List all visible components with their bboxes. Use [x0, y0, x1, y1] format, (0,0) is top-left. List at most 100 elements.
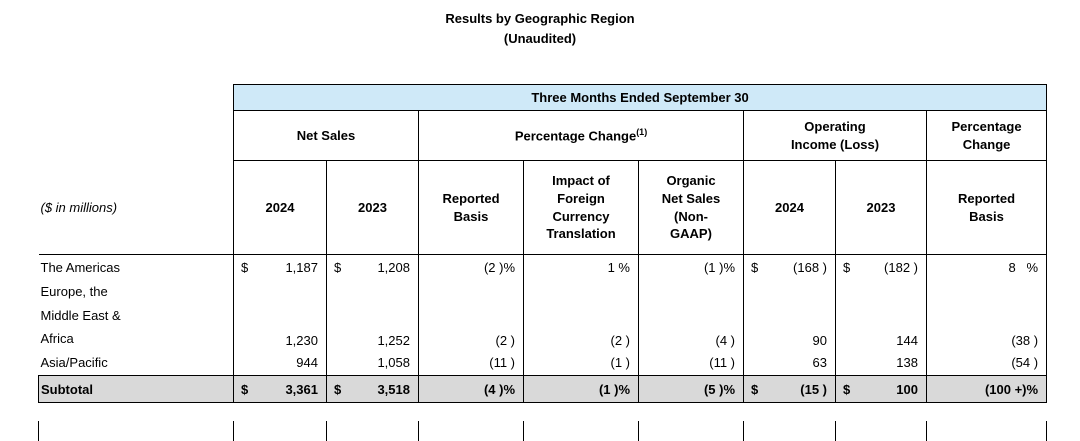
data-cell: 1,230 — [233, 279, 327, 351]
cell-value: 138 — [896, 355, 918, 371]
partial-row-cell — [523, 420, 639, 441]
data-cell: 90 — [743, 279, 836, 351]
data-cell: (2 )% — [418, 254, 524, 280]
cell-value: 1,058 — [377, 355, 410, 371]
partial-row-cell — [638, 420, 744, 441]
col-operating-income-2023: 2023 — [835, 160, 927, 255]
spacer-row — [39, 403, 1047, 421]
currency-symbol: $ — [751, 381, 759, 397]
col-reported-basis-label: Reported Basis — [442, 190, 500, 224]
subtotal-cell: $100 — [835, 375, 927, 403]
group-net-sales: Net Sales — [233, 110, 419, 161]
currency-symbol: $ — [843, 259, 851, 275]
partial-next-row — [38, 420, 1048, 441]
currency-symbol: $ — [334, 381, 342, 397]
currency-symbol: $ — [751, 259, 759, 275]
cell-value: (1 )% — [703, 259, 735, 275]
footnote-1-reference: (1) — [636, 127, 648, 138]
cell-value: (2 ) — [610, 332, 631, 348]
col-net-sales-2023: 2023 — [326, 160, 419, 255]
data-cell: 63 — [743, 350, 836, 376]
currency-symbol: $ — [843, 381, 851, 397]
col-net-sales-2024: 2024 — [233, 160, 327, 255]
table-title: Results by Geographic Region (Unaudited) — [0, 0, 1080, 48]
partial-row-cell — [835, 420, 927, 441]
partial-row-cell — [925, 420, 1048, 441]
cell-value: 8 % — [1008, 259, 1039, 275]
table-row-americas: The Americas $1,187 $1,208 (2 )% 1 % (1 … — [39, 254, 1048, 280]
subtotal-cell: $3,361 — [233, 375, 327, 403]
data-cell: (54 ) — [925, 350, 1048, 376]
subtotal-cell: (5 )% — [638, 375, 744, 403]
col-fx-impact-label: Impact of Foreign Currency Translation — [546, 173, 616, 242]
group-net-sales-label: Net Sales — [296, 127, 356, 143]
data-cell: 944 — [233, 350, 327, 376]
data-cell: (11 ) — [418, 350, 524, 376]
cell-value: (11 ) — [709, 355, 735, 371]
cell-value: 1,252 — [377, 332, 410, 348]
title-line-1: Results by Geographic Region — [445, 11, 635, 26]
row-label-text: The Americas — [40, 259, 120, 275]
row-label-text: Africa — [40, 331, 74, 346]
data-cell: (38 ) — [925, 279, 1048, 351]
cell-value: (1 )% — [598, 381, 630, 397]
cell-value: 1,208 — [377, 259, 410, 275]
data-cell: 1 % — [523, 254, 639, 280]
data-cell: $1,187 — [233, 254, 327, 280]
subtotal-cell: $ (15 ) — [743, 375, 836, 403]
row-label-text: Middle East & — [40, 307, 121, 323]
cell-value: (5 )% — [703, 381, 735, 397]
group-percentage-change-label: Percentage Change — [514, 128, 637, 144]
row-label-text: Asia/Pacific — [40, 355, 108, 371]
col-organic-net-sales-label: Organic Net Sales (Non-GAAP) — [661, 173, 721, 242]
cell-value: 100 — [896, 381, 918, 397]
cell-value: 144 — [896, 332, 918, 348]
data-cell: $ (182 ) — [835, 254, 927, 280]
partial-row-cell — [418, 420, 524, 441]
cell-value: 944 — [296, 355, 318, 371]
cell-value: 90 — [812, 332, 827, 348]
cell-value: 1,187 — [285, 259, 318, 275]
column-header-row: ($ in millions) 2024 2023 Reported Basis… — [38, 160, 1048, 255]
cell-value: (11 ) — [489, 355, 515, 371]
cell-value: (38 ) — [1011, 332, 1039, 348]
currency-symbol: $ — [334, 259, 342, 275]
geographic-results-table: Three Months Ended September 30 Net Sale… — [38, 84, 1048, 441]
cell-value: (4 ) — [715, 332, 736, 348]
table-row-emea: Europe, the Middle East & Africa 1,230 1… — [39, 279, 1048, 351]
cell-value: (1 ) — [610, 355, 631, 371]
col-reported-basis-2-label: Reported Basis — [958, 190, 1016, 224]
table-row-subtotal: Subtotal $3,361 $3,518 (4 )% (1 )% (5 )%… — [38, 375, 1048, 403]
period-header-row: Three Months Ended September 30 — [39, 84, 1048, 111]
data-cell: (2 ) — [418, 279, 524, 351]
row-label: Europe, the Middle East & Africa — [39, 280, 234, 351]
partial-row-cell — [326, 420, 419, 441]
col-operating-income-2024: 2024 — [743, 160, 836, 255]
col-reported-basis: Reported Basis — [418, 160, 524, 255]
cell-value: (15 ) — [800, 381, 827, 397]
data-cell: (4 ) — [638, 279, 744, 351]
partial-row-cell — [743, 420, 836, 441]
cell-value: 63 — [812, 355, 827, 371]
partial-row-cell — [233, 420, 327, 441]
subtotal-cell: $3,518 — [326, 375, 419, 403]
col-organic-net-sales: Organic Net Sales (Non-GAAP) — [638, 160, 744, 255]
data-cell: 8 % — [925, 254, 1048, 280]
cell-value: (182 ) — [884, 259, 918, 275]
data-cell: (11 ) — [638, 350, 744, 376]
cell-value: 1 % — [607, 259, 630, 275]
subtotal-cell: (100 +)% — [925, 375, 1048, 403]
empty-cell — [39, 403, 1047, 421]
group-operating-income-label: Operating Income (Loss) — [790, 118, 880, 152]
cell-value: (4 )% — [483, 381, 515, 397]
data-cell: $1,208 — [326, 254, 419, 280]
row-label-text: Europe, the — [40, 284, 108, 299]
subtotal-cell: (1 )% — [523, 375, 639, 403]
cell-value: (100 +)% — [984, 381, 1039, 397]
col-reported-basis-2: Reported Basis — [925, 160, 1048, 255]
data-cell: (1 ) — [523, 350, 639, 376]
cell-value: (54 ) — [1011, 355, 1039, 371]
partial-row-cell — [38, 420, 234, 441]
subtotal-cell: (4 )% — [418, 375, 524, 403]
